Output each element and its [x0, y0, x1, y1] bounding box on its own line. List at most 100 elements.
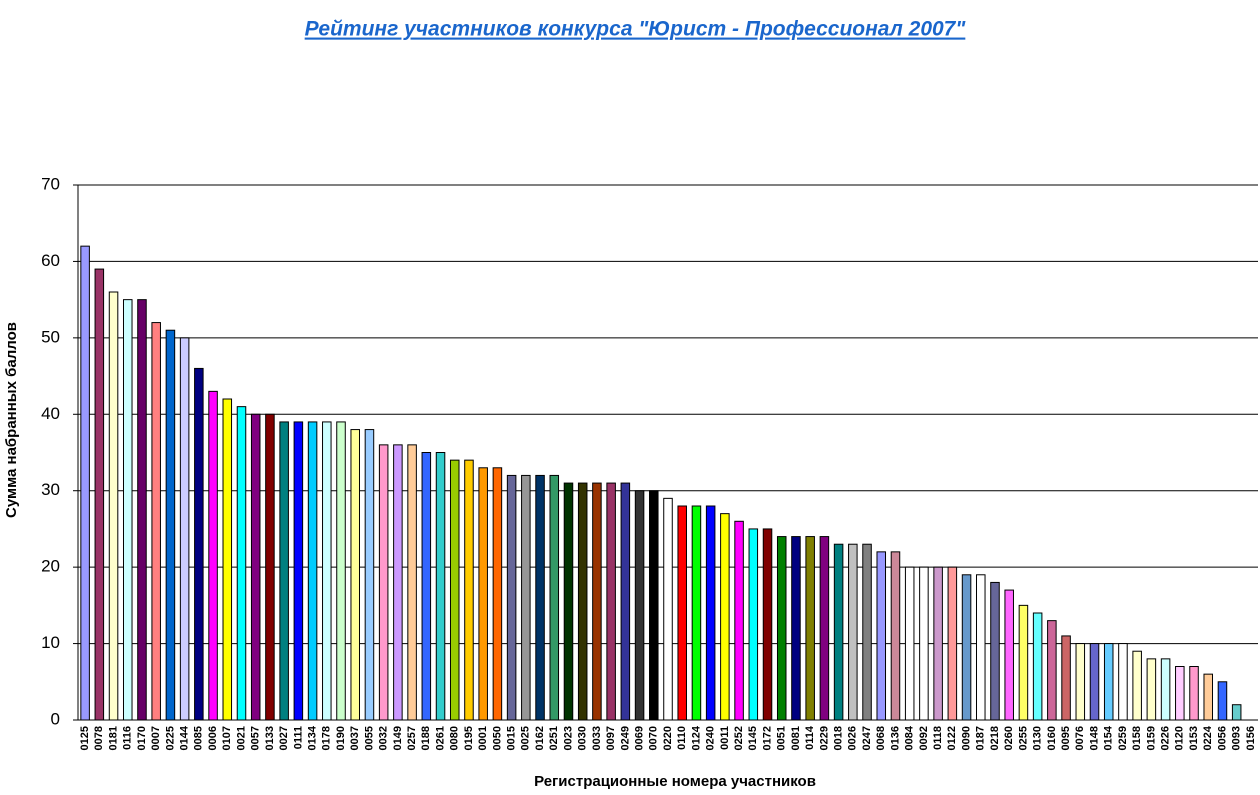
bar — [137, 299, 147, 721]
x-tick-label: 0252 — [733, 726, 745, 750]
x-tick-label: 0247 — [861, 726, 873, 750]
bar — [94, 268, 105, 721]
x-tick-label: 0078 — [93, 726, 105, 750]
x-tick-label: 0249 — [619, 726, 631, 750]
x-tick-label: 0092 — [918, 726, 930, 750]
bar — [307, 421, 318, 721]
bar — [279, 421, 289, 721]
x-tick-label: 0154 — [1103, 725, 1115, 750]
bar — [1004, 589, 1014, 721]
bar — [122, 299, 133, 721]
x-tick-label: 0145 — [747, 726, 759, 750]
x-tick-label: 0160 — [1046, 726, 1058, 750]
y-tick-label: 0 — [51, 709, 60, 728]
bar — [1089, 643, 1100, 721]
x-tick-label: 0111 — [292, 726, 304, 749]
bar — [876, 551, 887, 721]
x-tick-label: 0149 — [392, 726, 404, 750]
y-axis-title: Сумма набранных баллов — [3, 322, 20, 518]
bar — [265, 413, 275, 721]
y-tick-label: 20 — [41, 557, 60, 576]
x-tick-label: 0015 — [506, 726, 518, 750]
bar — [1047, 620, 1057, 721]
bar — [791, 536, 801, 721]
x-tick-label: 0069 — [633, 726, 645, 750]
x-tick-label: 0018 — [833, 726, 845, 750]
bar — [521, 474, 531, 721]
bar — [776, 536, 787, 721]
bar — [862, 543, 872, 721]
bar — [805, 536, 815, 721]
x-tick-label: 0076 — [1074, 726, 1086, 750]
bar — [848, 543, 858, 721]
bar — [535, 474, 545, 721]
bar — [165, 329, 176, 721]
x-tick-label: 0156 — [1245, 726, 1257, 750]
x-tick-label: 0134 — [306, 725, 318, 750]
x-tick-label: 0080 — [449, 726, 461, 750]
x-tick-label: 0124 — [690, 725, 702, 750]
bar — [179, 337, 190, 721]
x-tick-label: 0144 — [179, 725, 191, 750]
bar — [691, 505, 702, 721]
bar — [464, 459, 474, 721]
x-tick-label: 0130 — [1032, 726, 1044, 750]
x-tick-label: 0159 — [1145, 726, 1157, 750]
bar — [549, 474, 560, 721]
bar — [492, 467, 503, 721]
bar — [1217, 681, 1228, 721]
bar — [80, 245, 90, 721]
x-tick-label: 0007 — [150, 726, 162, 750]
bar — [1032, 612, 1043, 721]
bar — [634, 490, 645, 721]
bar — [734, 520, 744, 721]
bar — [1061, 635, 1071, 721]
x-tick-label: 0158 — [1131, 726, 1143, 750]
bar — [407, 444, 417, 721]
x-tick-label: 0055 — [363, 726, 375, 750]
x-tick-label: 0251 — [548, 726, 560, 750]
x-tick-label: 0118 — [932, 726, 944, 750]
x-tick-label: 0085 — [193, 726, 205, 750]
y-tick-label: 50 — [41, 327, 60, 346]
x-tick-label: 0148 — [1088, 726, 1100, 750]
x-tick-label: 0033 — [591, 726, 603, 750]
bar — [904, 566, 915, 721]
y-tick-label: 70 — [41, 174, 60, 193]
bar — [250, 413, 261, 721]
x-tick-label: 0081 — [790, 726, 802, 750]
bar — [890, 551, 901, 721]
bar — [606, 482, 616, 721]
bar — [819, 536, 830, 721]
x-tick-label: 0011 — [719, 726, 731, 750]
x-tick-label: 0025 — [520, 726, 532, 750]
x-tick-label: 0220 — [662, 726, 674, 750]
x-tick-label: 0032 — [378, 726, 390, 750]
x-tick-label: 0181 — [107, 726, 119, 750]
bar — [151, 322, 161, 721]
bar — [222, 398, 233, 721]
x-tick-label: 0110 — [676, 726, 688, 750]
x-tick-label: 0255 — [1017, 726, 1029, 750]
x-tick-label: 0095 — [1060, 726, 1072, 750]
bar — [293, 421, 304, 721]
bar — [833, 543, 844, 721]
x-tick-label: 0114 — [804, 725, 816, 750]
x-tick-label: 0257 — [406, 726, 418, 750]
x-tick-label: 0172 — [761, 726, 773, 750]
bar — [976, 574, 986, 721]
bar — [1075, 643, 1086, 721]
x-tick-label: 0225 — [164, 726, 176, 750]
x-tick-label: 0218 — [989, 726, 1001, 750]
x-tick-label: 0051 — [776, 726, 788, 750]
bar — [378, 444, 389, 721]
y-tick-label: 60 — [41, 251, 60, 270]
bar — [649, 490, 659, 721]
y-tick-label: 30 — [41, 480, 60, 499]
x-tick-label: 0240 — [705, 726, 717, 750]
x-tick-label: 0261 — [434, 726, 446, 750]
bar — [336, 421, 346, 721]
x-axis-title: Регистрационные номера участников — [534, 773, 816, 790]
x-tick-label: 0170 — [136, 726, 148, 750]
